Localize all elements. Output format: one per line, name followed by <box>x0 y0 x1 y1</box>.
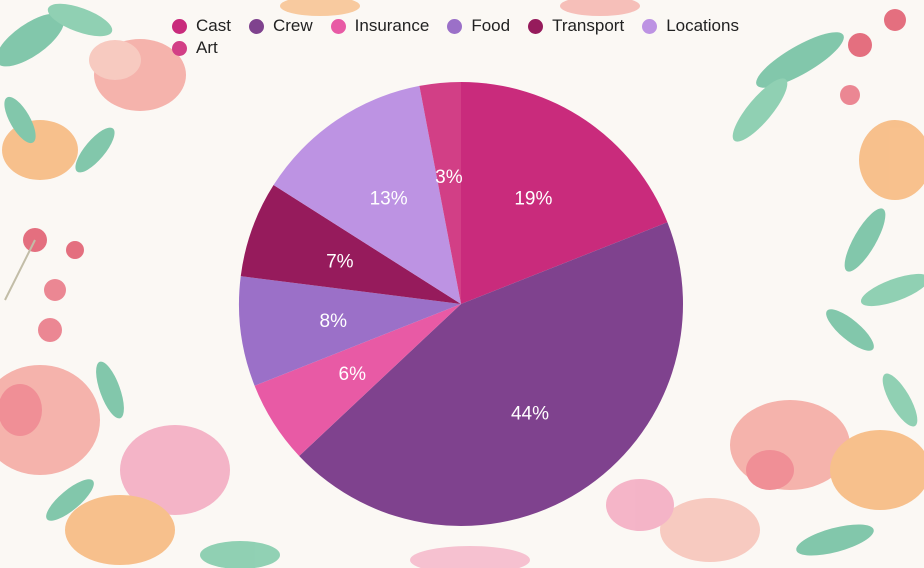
slice-value-label: 44% <box>511 404 549 425</box>
pie-slice-crew[interactable] <box>299 222 683 526</box>
pie-slice-locations[interactable] <box>273 85 461 305</box>
legend-label: Cast <box>196 16 231 35</box>
pie-slice-transport[interactable] <box>240 185 461 304</box>
legend-label: Locations <box>666 16 739 35</box>
slice-value-label: 6% <box>339 364 367 385</box>
legend-item-transport[interactable]: Transport <box>528 16 624 36</box>
legend-marker <box>528 18 544 34</box>
slice-value-label: 13% <box>370 189 408 210</box>
legend-label: Insurance <box>354 16 430 35</box>
slice-value-label: 8% <box>320 311 348 332</box>
floral-top-right <box>732 9 924 200</box>
legend-item-cast[interactable]: Cast <box>172 16 231 36</box>
slice-value-label: 7% <box>326 251 354 272</box>
floral-bottom-middle <box>410 546 530 568</box>
legend-marker <box>447 18 463 34</box>
legend-item-crew[interactable]: Crew <box>248 16 313 36</box>
pie-slice-art[interactable] <box>419 82 461 304</box>
floral-top-left <box>0 3 186 180</box>
pie-slice-food[interactable] <box>239 276 461 386</box>
legend-item-art[interactable]: Art <box>172 38 218 58</box>
legend-label: Crew <box>272 16 313 35</box>
legend-marker <box>172 18 187 34</box>
legend-marker <box>172 40 187 56</box>
floral-top-middle <box>280 0 640 16</box>
chart-legend: Cast Crew Insurance Food Transport Locations A… <box>172 16 792 58</box>
floral-bottom-right <box>606 373 924 562</box>
legend-label: Food <box>471 16 511 35</box>
legend-item-locations[interactable]: Locations <box>642 16 739 36</box>
legend-marker <box>248 18 264 34</box>
legend-item-insurance[interactable]: Insurance <box>330 16 430 36</box>
legend-marker <box>642 18 658 34</box>
floral-left-berries <box>4 228 84 342</box>
legend-label: Transport <box>552 16 625 35</box>
pie-slice-cast[interactable] <box>461 82 668 304</box>
legend-item-food[interactable]: Food <box>447 16 510 36</box>
floral-right-leaves <box>826 208 924 351</box>
legend-label: Art <box>196 38 218 57</box>
slice-value-label: 3% <box>435 167 463 188</box>
slice-value-label: 19% <box>514 189 552 210</box>
legend-marker <box>330 18 346 34</box>
floral-bottom-left <box>0 361 280 568</box>
pie-slice-insurance[interactable] <box>254 304 461 456</box>
